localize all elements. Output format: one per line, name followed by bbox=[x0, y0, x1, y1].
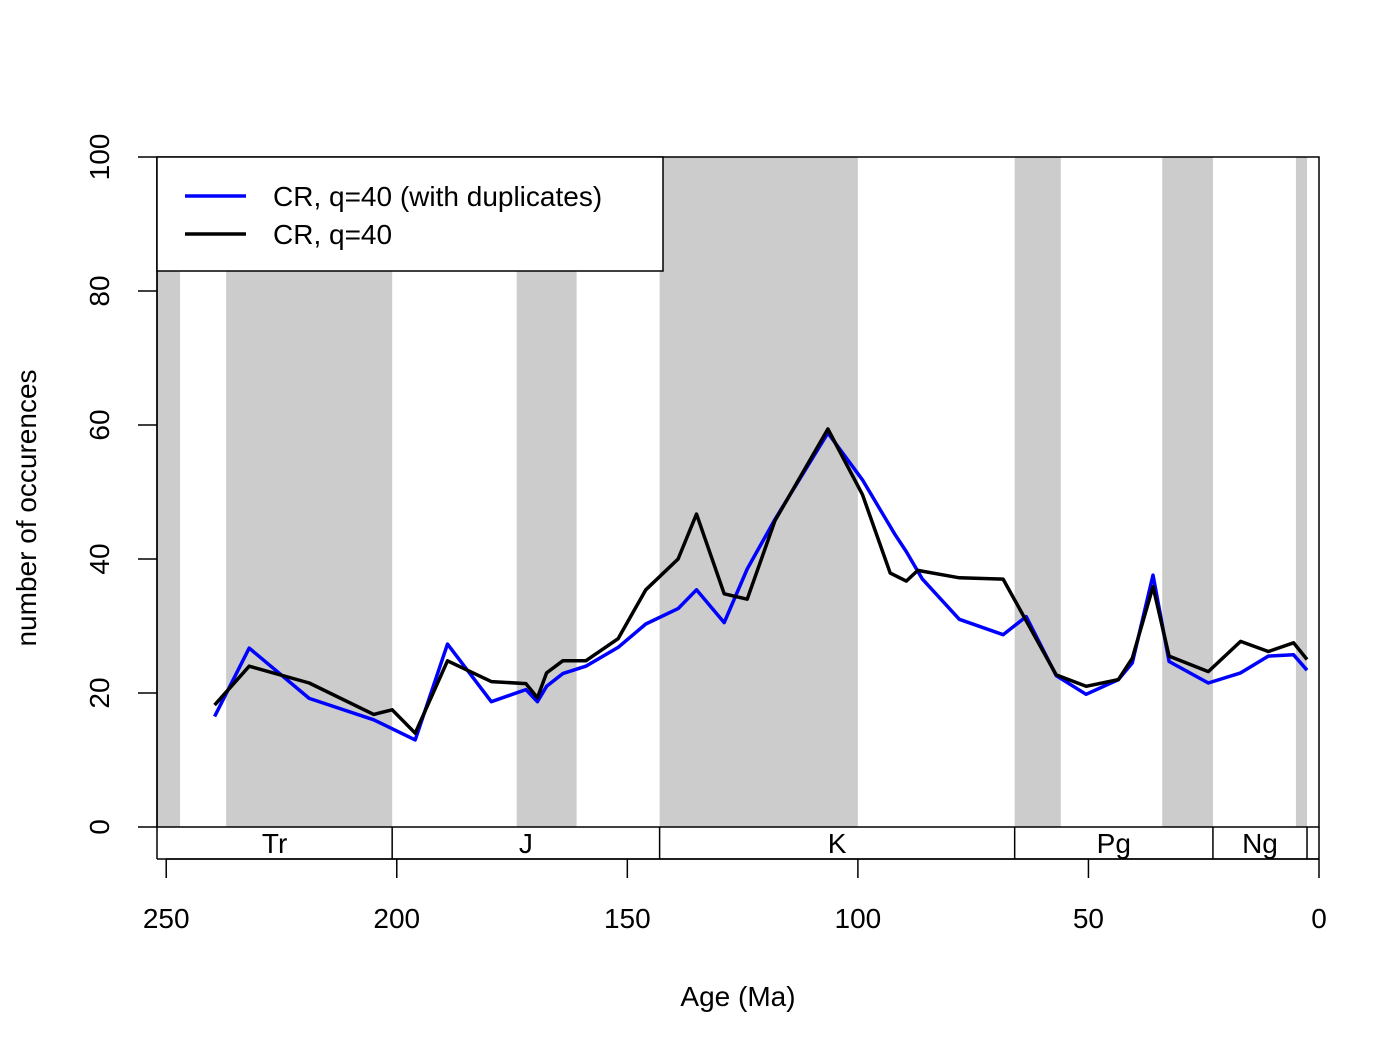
period-label: Tr bbox=[262, 828, 287, 859]
x-tick-label: 200 bbox=[373, 903, 420, 934]
x-tick-label: 250 bbox=[143, 903, 190, 934]
y-tick-label: 40 bbox=[84, 543, 115, 574]
y-tick-label: 0 bbox=[84, 819, 115, 835]
shade-band-6 bbox=[1295, 157, 1308, 827]
period-strip: Tr J K Pg Ng bbox=[156, 827, 1320, 860]
period-label: Ng bbox=[1242, 828, 1278, 859]
period-label: K bbox=[828, 828, 847, 859]
y-axis-label: number of occurences bbox=[11, 369, 42, 646]
x-tick-label: 50 bbox=[1073, 903, 1104, 934]
shade-band-5 bbox=[1162, 157, 1213, 827]
period-label: J bbox=[519, 828, 533, 859]
y-axis: 0 20 40 60 80 100 bbox=[84, 134, 158, 835]
shade-band-3 bbox=[659, 157, 858, 827]
x-tick-label: 150 bbox=[604, 903, 651, 934]
y-tick-label: 20 bbox=[84, 677, 115, 708]
x-axis-label: Age (Ma) bbox=[680, 981, 795, 1012]
legend-box bbox=[156, 156, 664, 272]
shade-band-4 bbox=[1014, 157, 1061, 827]
x-tick-label: 100 bbox=[835, 903, 882, 934]
y-tick-label: 80 bbox=[84, 275, 115, 306]
shade-band-0 bbox=[157, 157, 181, 827]
period-label: Pg bbox=[1097, 828, 1131, 859]
x-tick-label: 0 bbox=[1311, 903, 1327, 934]
legend-label: CR, q=40 (with duplicates) bbox=[273, 181, 602, 212]
legend: CR, q=40 (with duplicates) CR, q=40 bbox=[156, 156, 664, 272]
series-lines bbox=[213, 427, 1309, 742]
y-tick-label: 60 bbox=[84, 409, 115, 440]
legend-label: CR, q=40 bbox=[273, 219, 392, 250]
y-tick-label: 100 bbox=[84, 134, 115, 181]
series-line-1 bbox=[213, 427, 1309, 735]
x-axis: 250 200 150 100 50 0 bbox=[143, 858, 1327, 934]
